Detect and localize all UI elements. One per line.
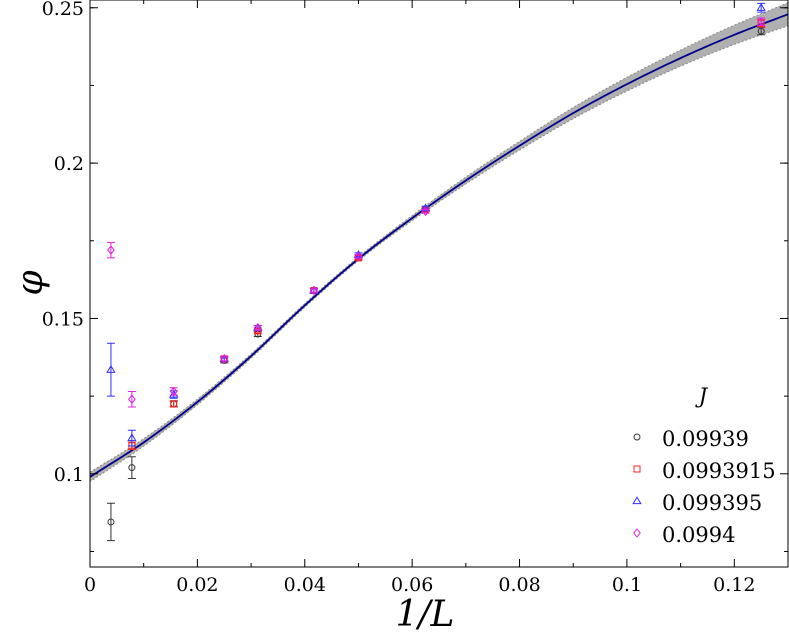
error-bar xyxy=(127,429,136,447)
data-point xyxy=(310,285,318,296)
data-point xyxy=(421,206,430,217)
x-axis-ticks: 0 0.02 0.04 0.06 0.08 0.1 0.12 xyxy=(84,0,755,596)
error-bar xyxy=(253,325,262,331)
y-axis-ticks: 0.1 0.15 0.2 0.25 xyxy=(42,0,788,552)
error-bar xyxy=(309,288,318,293)
x-tick-label: 0 xyxy=(84,574,96,596)
legend-marker xyxy=(633,433,641,441)
error-bar xyxy=(354,253,363,259)
data-point xyxy=(107,245,115,255)
x-tick-label: 0.04 xyxy=(284,574,326,596)
data-point xyxy=(309,285,319,294)
legend-entry: 0.09939 xyxy=(633,427,749,451)
x-tick-label: 0.02 xyxy=(176,574,218,596)
legend-label: 0.0994 xyxy=(662,523,735,547)
error-bar xyxy=(106,502,115,542)
series-0.0994 xyxy=(106,16,766,408)
error-bar xyxy=(106,342,115,397)
data-point xyxy=(756,2,766,11)
legend-title: J xyxy=(695,384,709,408)
data-point xyxy=(757,27,765,35)
legend-label: 0.09939 xyxy=(662,427,749,451)
data-point xyxy=(128,394,136,405)
x-tick-label: 0.1 xyxy=(612,574,642,596)
error-bar xyxy=(127,390,136,408)
plot-frame xyxy=(89,0,789,568)
data-point xyxy=(169,389,179,398)
data-point xyxy=(170,400,178,408)
data-point xyxy=(127,433,137,442)
fit-curve xyxy=(90,13,788,478)
error-bar xyxy=(220,356,229,362)
error-bar xyxy=(106,241,115,259)
legend-entry: 0.0994 xyxy=(633,523,735,547)
error-bar xyxy=(421,208,430,214)
legend-entry: 0.099395 xyxy=(632,491,762,515)
legend-label: 0.099395 xyxy=(662,491,762,515)
data-point xyxy=(354,251,363,262)
x-tick-label: 0.08 xyxy=(498,574,540,596)
data-point xyxy=(220,354,229,364)
data-series-layer xyxy=(106,2,766,542)
legend-label: 0.0993915 xyxy=(662,459,776,483)
data-point xyxy=(107,518,115,526)
legend-entry: 0.0993915 xyxy=(633,459,776,483)
x-axis-title: 1/L xyxy=(396,594,455,635)
data-point xyxy=(169,386,178,397)
x-tick-label: 0.06 xyxy=(391,574,433,596)
y-tick-label: 0.15 xyxy=(42,308,84,330)
y-tick-label: 0.2 xyxy=(54,153,84,175)
error-bar xyxy=(127,456,136,479)
data-point xyxy=(757,16,765,27)
data-point xyxy=(128,464,136,472)
legend: J 0.09939 0.0993915 0.099395 0.0994 xyxy=(632,384,776,547)
legend-marker xyxy=(633,528,641,538)
fit-confidence-band xyxy=(90,2,788,483)
legend-marker xyxy=(632,496,642,505)
plot-area xyxy=(90,2,788,542)
x-tick-label: 0.12 xyxy=(713,574,755,596)
y-axis-title: φ xyxy=(10,270,51,296)
legend-marker xyxy=(633,465,641,473)
y-tick-label: 0.25 xyxy=(42,0,84,20)
data-point xyxy=(106,364,116,373)
y-tick-label: 0.1 xyxy=(54,464,84,486)
data-point xyxy=(253,322,262,333)
